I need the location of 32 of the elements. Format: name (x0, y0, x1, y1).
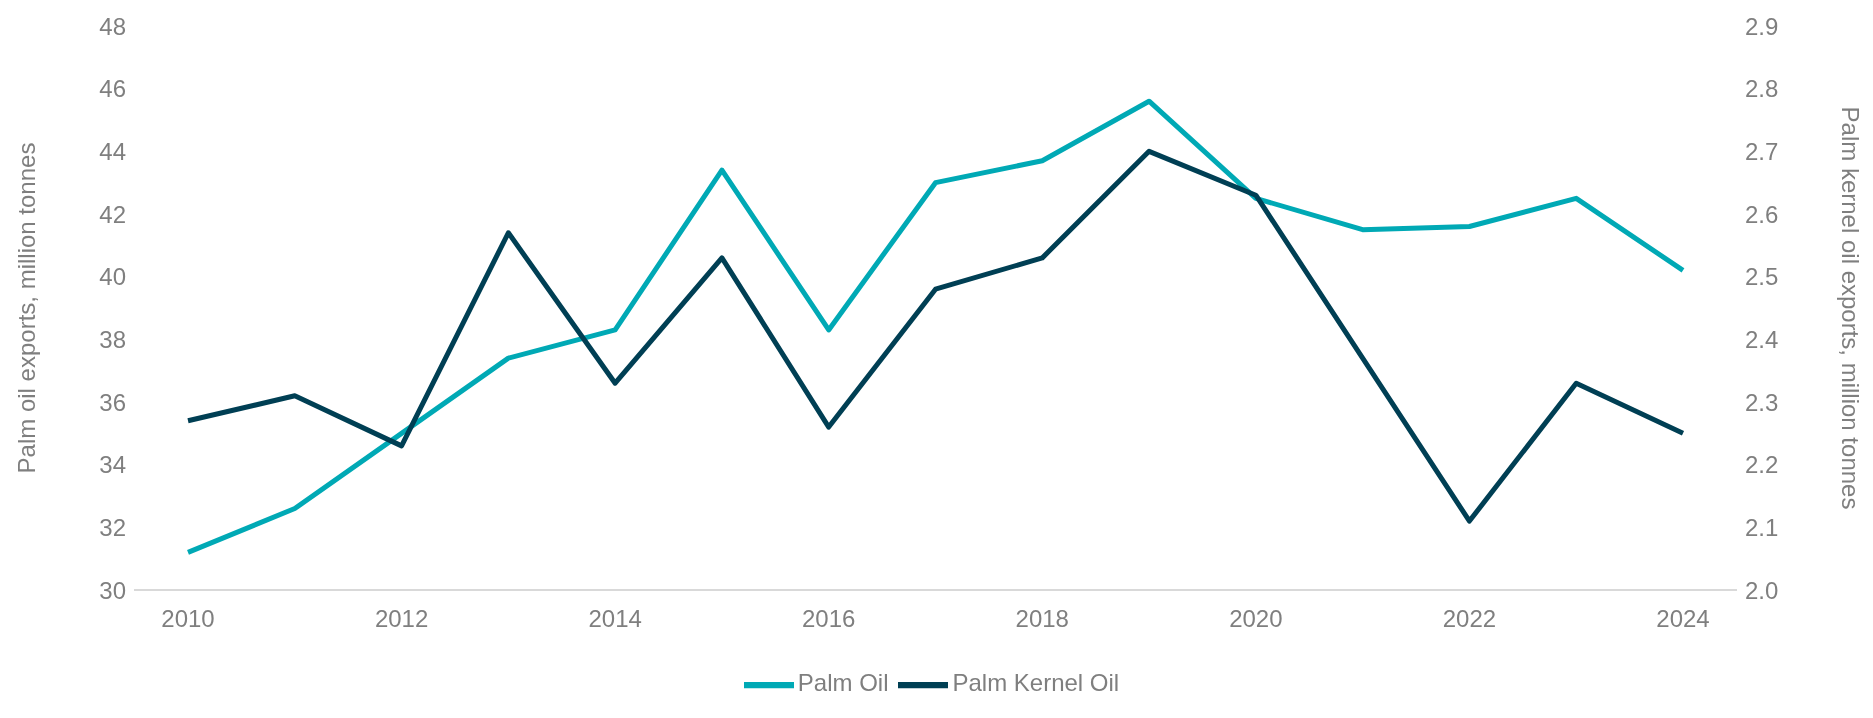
y2-tick-label: 2.5 (1745, 263, 1779, 291)
legend-label: Palm Oil (797, 669, 889, 697)
y2-tick-label: 2.7 (1745, 137, 1779, 165)
y2-axis-title: Palm kernel oil exports, million tonnes (1837, 106, 1865, 510)
x-tick-label: 2014 (588, 605, 642, 633)
y2-tick-label: 2.6 (1745, 200, 1779, 228)
y-tick-label: 44 (99, 137, 126, 165)
y2-tick-label: 2.0 (1745, 576, 1779, 604)
x-tick-label: 2018 (1015, 605, 1069, 633)
y-axis-title: Palm oil exports, million tonnes (12, 142, 40, 474)
y-tick-label: 40 (99, 263, 126, 291)
x-tick-label: 2010 (161, 605, 215, 633)
y-tick-label: 46 (99, 75, 126, 103)
y2-tick-label: 2.4 (1745, 325, 1779, 353)
y2-tick-label: 2.1 (1745, 513, 1779, 541)
y-tick-label: 32 (99, 513, 126, 541)
y-tick-label: 48 (99, 12, 126, 40)
x-tick-label: 2012 (374, 605, 429, 633)
legend-label: Palm Kernel Oil (952, 669, 1120, 697)
y2-tick-label: 2.2 (1745, 451, 1779, 479)
y-tick-label: 30 (99, 576, 126, 604)
y-tick-label: 38 (99, 325, 126, 353)
y-tick-label: 42 (99, 200, 126, 228)
y2-tick-label: 2.3 (1745, 388, 1779, 416)
x-tick-label: 2022 (1442, 605, 1497, 633)
x-tick-label: 2016 (802, 605, 856, 633)
y2-tick-label: 2.8 (1745, 75, 1779, 103)
y-tick-label: 34 (99, 451, 126, 479)
y-tick-label: 36 (99, 388, 126, 416)
x-tick-label: 2024 (1656, 605, 1710, 633)
y2-tick-label: 2.9 (1745, 12, 1779, 40)
x-tick-label: 2020 (1229, 605, 1283, 633)
